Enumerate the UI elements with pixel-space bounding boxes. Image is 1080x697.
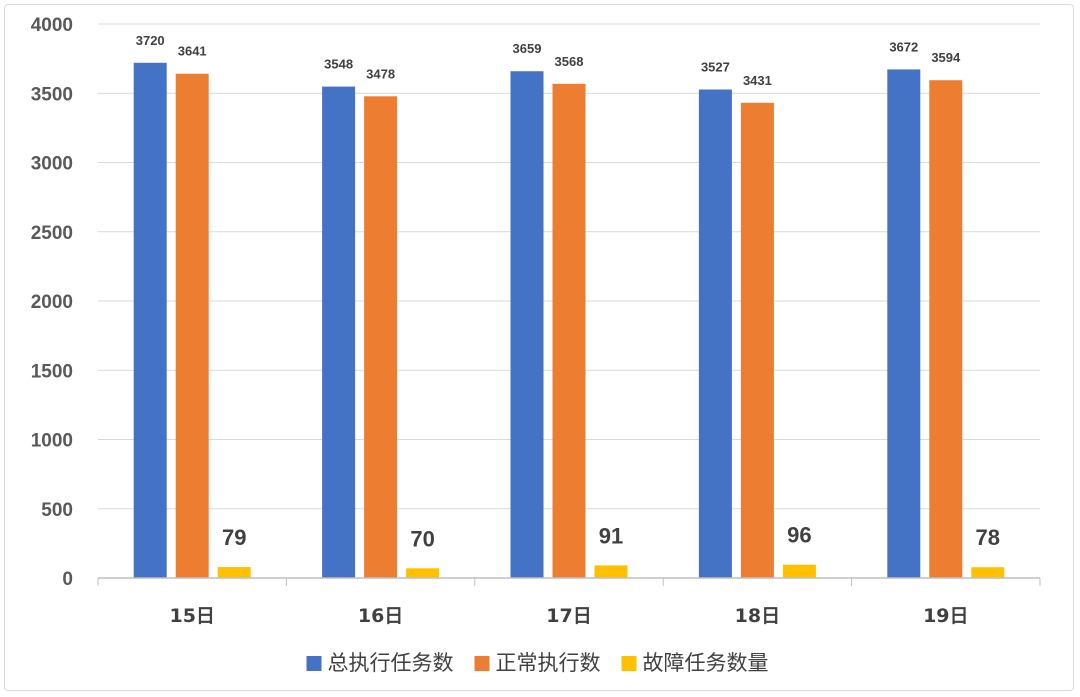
- bar: [510, 71, 544, 578]
- bar: [782, 564, 816, 578]
- x-tick-label: 15日: [169, 605, 214, 627]
- legend-label: 故障任务数量: [643, 651, 769, 675]
- bar: [971, 567, 1005, 578]
- legend-swatch: [306, 656, 322, 671]
- data-label: 3641: [178, 44, 207, 59]
- y-tick-label: 1500: [31, 361, 73, 382]
- bar: [322, 86, 356, 579]
- x-tick-label: 19日: [923, 605, 968, 627]
- data-label: 70: [410, 526, 434, 551]
- data-label: 3594: [931, 50, 961, 65]
- y-tick-label: 3500: [31, 84, 73, 105]
- y-tick-label: 4000: [31, 15, 73, 36]
- data-label: 79: [222, 525, 246, 550]
- bar: [364, 96, 398, 578]
- data-label: 3568: [555, 54, 584, 69]
- y-tick-label: 0: [62, 569, 73, 590]
- legend-swatch: [621, 656, 637, 671]
- bar: [594, 565, 628, 578]
- data-label: 96: [787, 523, 811, 548]
- data-labels: 3720 3641 79 3548 3478 70 3659 3568 91 3527 3431 96…: [136, 33, 1000, 552]
- data-label: 3478: [366, 66, 395, 81]
- data-label: 3527: [701, 60, 730, 75]
- bar: [552, 83, 586, 578]
- legend-swatch: [474, 656, 490, 671]
- y-tick-label: 3000: [31, 154, 73, 175]
- bar: [406, 568, 440, 578]
- bars: [133, 62, 1005, 579]
- x-tick-label: 17日: [546, 605, 591, 627]
- y-tick-label: 500: [41, 500, 73, 521]
- bar: [740, 102, 774, 578]
- data-label: 3431: [743, 73, 772, 88]
- data-label: 3548: [324, 57, 353, 72]
- y-tick-label: 2500: [31, 223, 73, 244]
- y-axis-ticks: 0 500 1000 1500 2000 2500 3000 3500 4000: [31, 15, 73, 590]
- data-label: 3720: [136, 33, 165, 48]
- data-label: 3672: [889, 39, 918, 54]
- x-axis: 15日 16日 17日 18日 19日: [97, 577, 1041, 627]
- legend: 总执行任务数 正常执行数 故障任务数量: [306, 651, 769, 675]
- y-tick-label: 1000: [31, 431, 73, 452]
- data-label: 3659: [513, 41, 542, 56]
- bar: [887, 69, 921, 578]
- bar: [217, 567, 251, 578]
- legend-label: 总执行任务数: [328, 651, 454, 675]
- x-tick-label: 16日: [358, 605, 403, 627]
- bar: [133, 62, 167, 578]
- data-label: 91: [599, 523, 623, 548]
- bar: [698, 89, 732, 578]
- legend-label: 正常执行数: [496, 651, 601, 675]
- y-tick-label: 2000: [31, 292, 73, 313]
- bar: [929, 80, 963, 578]
- data-label: 78: [976, 525, 1000, 550]
- bar: [175, 73, 209, 578]
- x-tick-label: 18日: [735, 605, 780, 627]
